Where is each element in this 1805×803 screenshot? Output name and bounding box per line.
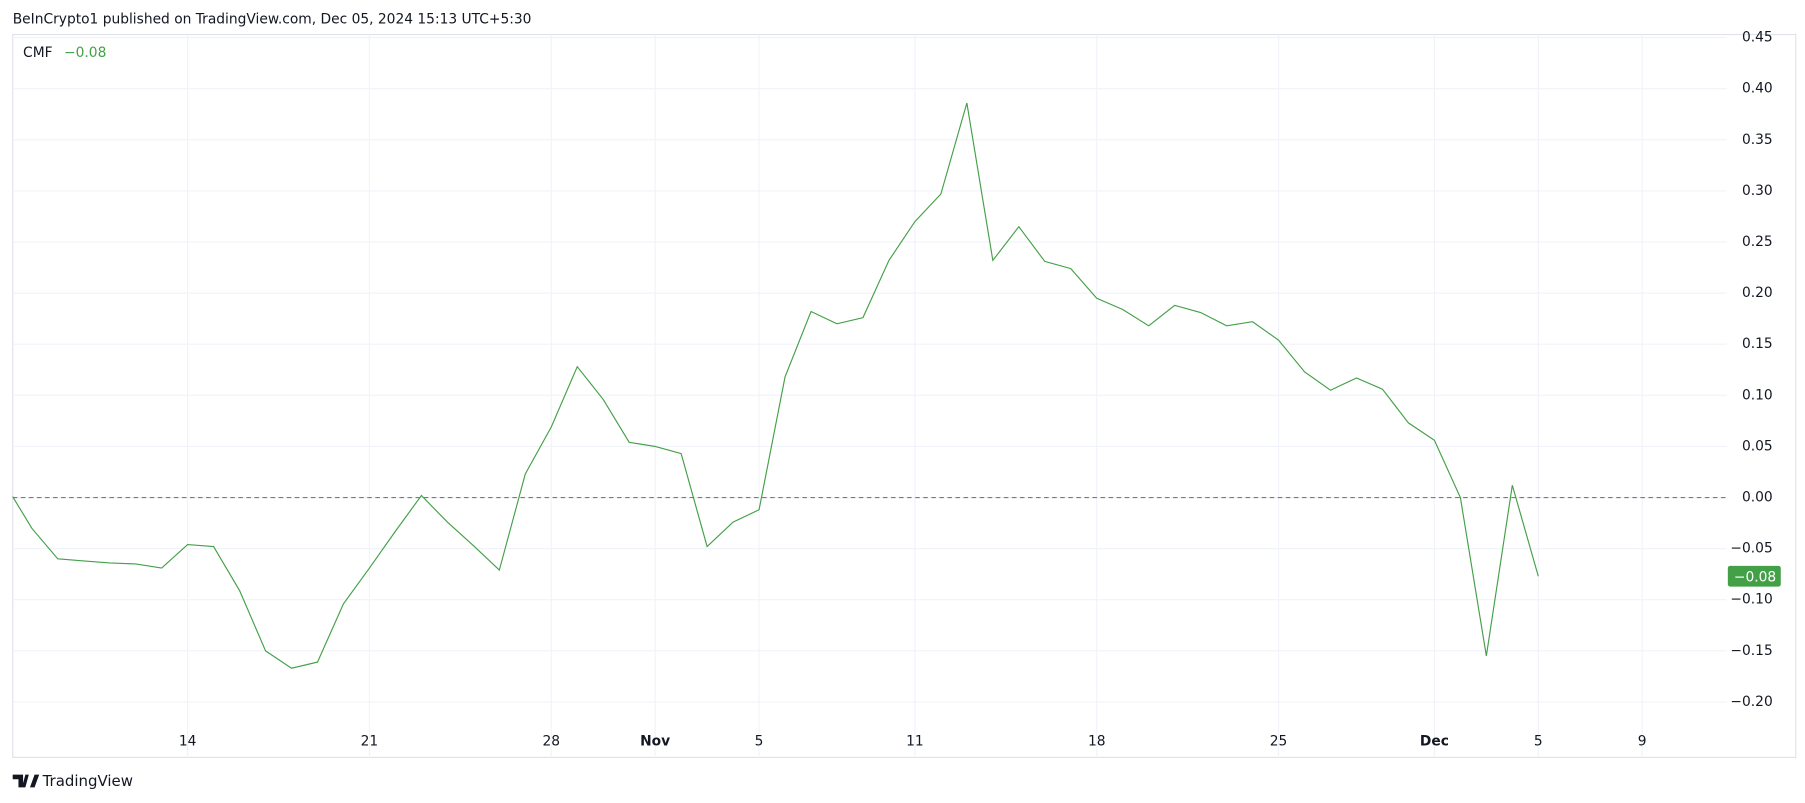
y-tick-label: 0.05: [1742, 438, 1773, 454]
header-text: BeInCrypto1 published on TradingView.com…: [13, 12, 532, 28]
y-tick-label: −0.10: [1730, 592, 1772, 608]
y-tick-label: 0.40: [1742, 81, 1773, 97]
x-tick-label: 11: [906, 733, 924, 749]
y-tick-label: 0.10: [1742, 387, 1773, 403]
x-tick-label: 21: [361, 733, 379, 749]
y-tick-label: 0.00: [1742, 490, 1773, 506]
last-value-label: −0.08: [1734, 569, 1776, 585]
x-tick-label: 9: [1638, 733, 1647, 749]
x-tick-label: 5: [755, 733, 764, 749]
cmf-line: [12, 102, 1539, 669]
last-value-tag: [1727, 565, 1781, 587]
y-tick-label: −0.15: [1730, 643, 1772, 659]
x-tick-label: 28: [542, 733, 560, 749]
x-tick-label: 5: [1534, 733, 1543, 749]
y-tick-label: 0.45: [1742, 30, 1773, 46]
x-tick-label: 18: [1088, 733, 1106, 749]
y-tick-label: 0.20: [1742, 285, 1773, 301]
x-tick-label: Nov: [640, 733, 670, 749]
y-tick-label: 0.15: [1742, 336, 1773, 352]
y-tick-label: −0.20: [1730, 694, 1772, 710]
x-tick-label: Dec: [1420, 733, 1449, 749]
x-tick-label: 25: [1270, 733, 1288, 749]
y-tick-label: 0.30: [1742, 183, 1773, 199]
legend-name[interactable]: CMF: [23, 45, 53, 61]
legend-value: −0.08: [64, 45, 106, 61]
footer-logo: TradingView: [12, 772, 133, 790]
y-tick-label: 0.25: [1742, 234, 1773, 250]
x-tick-label: 14: [179, 733, 197, 749]
y-tick-label: 0.35: [1742, 132, 1773, 148]
plot-frame: [12, 33, 1797, 758]
grid: [12, 34, 1727, 758]
footer-brand: TradingView: [42, 772, 133, 790]
y-tick-label: −0.05: [1730, 541, 1772, 557]
